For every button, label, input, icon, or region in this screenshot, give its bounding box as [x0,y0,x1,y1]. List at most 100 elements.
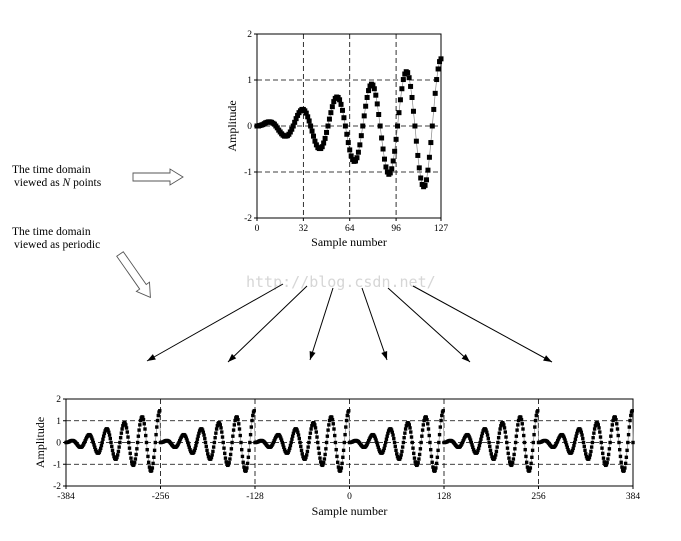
data-point [343,432,347,437]
data-point [336,465,341,469]
data-point [439,418,443,423]
data-point [504,435,508,439]
data-point [571,446,575,451]
data-point [138,423,142,427]
data-point [417,452,422,457]
data-point [502,423,506,427]
data-point [366,88,372,94]
data-point [626,440,630,445]
data-point [485,430,489,434]
data-point [375,440,379,445]
n-points-label-line2: viewed as N points [14,177,102,189]
data-point [120,427,124,431]
data-point [572,440,577,445]
data-point [602,460,606,464]
data-point [290,434,295,438]
data-point [124,423,128,427]
data-point [383,164,389,170]
data-point [426,154,432,160]
data-point [353,158,359,164]
data-point [403,431,407,435]
data-point [529,461,533,466]
data-point [435,66,441,72]
data-point [93,445,97,449]
data-point [202,433,206,437]
data-point [183,434,188,439]
data-point [502,426,507,430]
data-point [400,445,405,449]
data-point [429,123,435,129]
data-point [565,445,569,449]
data-point [299,448,304,453]
data-point [99,443,104,448]
data-point [144,433,148,438]
data-point [91,440,96,445]
arrow-line [309,287,334,361]
data-point [413,138,419,144]
data-point [434,77,440,83]
data-point [146,454,150,459]
data-point [575,431,579,436]
y-tick-label: 2 [247,30,252,40]
data-point [295,428,299,432]
data-point [582,444,586,449]
data-point [213,436,217,440]
data-point [410,440,414,445]
data-point [110,444,114,449]
data-point [440,413,444,418]
data-point [117,445,121,449]
data-point [281,443,285,447]
data-point [515,428,519,432]
data-point [555,440,559,445]
data-point [422,182,428,188]
data-point [348,153,354,159]
data-point [290,123,296,129]
data-point [220,430,224,434]
data-point [83,439,87,443]
data-point [437,432,442,437]
data-point [615,427,620,431]
data-point [330,415,334,419]
data-point [511,457,516,461]
period-arrows [146,283,553,363]
x-axis-label: Sample number [311,235,387,249]
data-point [506,451,510,456]
data-point [516,418,521,423]
data-point [322,457,327,461]
data-point [100,440,104,445]
y-axis-label: Amplitude [33,417,47,468]
data-point [461,439,465,443]
data-point [490,454,494,459]
data-point [513,447,517,451]
y-tick-label: 0 [247,122,252,132]
data-point [149,468,154,473]
data-point [249,425,254,429]
data-point [107,430,111,434]
data-point [141,415,145,419]
data-point [578,428,583,432]
data-point [412,451,416,456]
data-point [411,446,415,450]
data-point [419,440,423,445]
data-point [589,449,593,454]
data-point [237,427,242,431]
data-point [125,430,129,434]
data-point [324,447,328,451]
data-point [536,409,540,413]
data-point [305,449,310,454]
data-point [118,440,122,445]
data-point [610,423,615,427]
data-point [308,123,314,129]
x-tick-label: 256 [531,492,546,502]
data-point [136,434,141,438]
data-point [525,465,530,469]
data-point [533,425,537,429]
data-point [192,448,197,453]
data-point [90,436,94,440]
data-point [618,454,623,459]
data-point [562,436,567,440]
y-tick-label: -1 [244,168,252,178]
data-point [231,434,235,438]
data-point [312,421,316,425]
data-point [98,446,103,451]
